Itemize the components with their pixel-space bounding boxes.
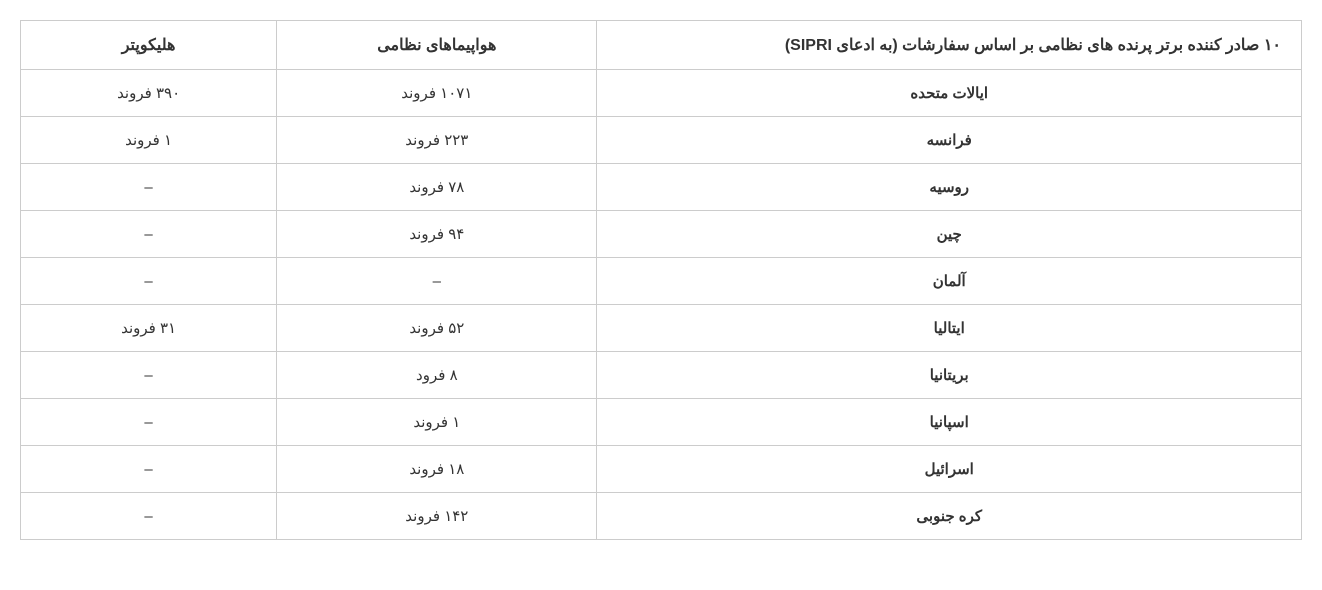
cell-aircraft: ۱۸ فروند <box>277 446 597 493</box>
cell-helicopter: – <box>21 352 277 399</box>
cell-aircraft: ۷۸ فروند <box>277 164 597 211</box>
cell-country: روسیه <box>597 164 1302 211</box>
cell-country: اسپانیا <box>597 399 1302 446</box>
table-row: اسرائیل ۱۸ فروند – <box>21 446 1302 493</box>
cell-aircraft: ۲۲۳ فروند <box>277 117 597 164</box>
table-row: فرانسه ۲۲۳ فروند ۱ فروند <box>21 117 1302 164</box>
cell-country: آلمان <box>597 258 1302 305</box>
cell-aircraft: ۹۴ فروند <box>277 211 597 258</box>
cell-helicopter: – <box>21 399 277 446</box>
table-row: آلمان – – <box>21 258 1302 305</box>
table-row: روسیه ۷۸ فروند – <box>21 164 1302 211</box>
cell-helicopter: ۱ فروند <box>21 117 277 164</box>
cell-country: بریتانیا <box>597 352 1302 399</box>
cell-aircraft: ۱۴۲ فروند <box>277 493 597 540</box>
exporters-table-container: ۱۰ صادر کننده برتر پرنده های نظامی بر اس… <box>20 20 1302 540</box>
cell-helicopter: – <box>21 446 277 493</box>
table-row: ایالات متحده ۱۰۷۱ فروند ۳۹۰ فروند <box>21 70 1302 117</box>
cell-country: ایالات متحده <box>597 70 1302 117</box>
table-row: بریتانیا ۸ فرود – <box>21 352 1302 399</box>
cell-country: فرانسه <box>597 117 1302 164</box>
cell-country: ایتالیا <box>597 305 1302 352</box>
table-row: چین ۹۴ فروند – <box>21 211 1302 258</box>
cell-helicopter: – <box>21 211 277 258</box>
exporters-table: ۱۰ صادر کننده برتر پرنده های نظامی بر اس… <box>20 20 1302 540</box>
cell-aircraft: ۱۰۷۱ فروند <box>277 70 597 117</box>
cell-country: چین <box>597 211 1302 258</box>
cell-aircraft: ۸ فرود <box>277 352 597 399</box>
cell-country: اسرائیل <box>597 446 1302 493</box>
cell-helicopter: – <box>21 164 277 211</box>
header-aircraft: هواپیماهای نظامی <box>277 21 597 70</box>
cell-aircraft: ۵۲ فروند <box>277 305 597 352</box>
table-row: ایتالیا ۵۲ فروند ۳۱ فروند <box>21 305 1302 352</box>
cell-country: کره جنوبی <box>597 493 1302 540</box>
cell-helicopter: ۳۱ فروند <box>21 305 277 352</box>
cell-helicopter: – <box>21 258 277 305</box>
header-helicopter: هلیکوپتر <box>21 21 277 70</box>
table-row: اسپانیا ۱ فروند – <box>21 399 1302 446</box>
cell-aircraft: ۱ فروند <box>277 399 597 446</box>
table-header: ۱۰ صادر کننده برتر پرنده های نظامی بر اس… <box>21 21 1302 70</box>
table-body: ایالات متحده ۱۰۷۱ فروند ۳۹۰ فروند فرانسه… <box>21 70 1302 540</box>
cell-helicopter: ۳۹۰ فروند <box>21 70 277 117</box>
header-row: ۱۰ صادر کننده برتر پرنده های نظامی بر اس… <box>21 21 1302 70</box>
table-row: کره جنوبی ۱۴۲ فروند – <box>21 493 1302 540</box>
cell-helicopter: – <box>21 493 277 540</box>
header-country: ۱۰ صادر کننده برتر پرنده های نظامی بر اس… <box>597 21 1302 70</box>
cell-aircraft: – <box>277 258 597 305</box>
